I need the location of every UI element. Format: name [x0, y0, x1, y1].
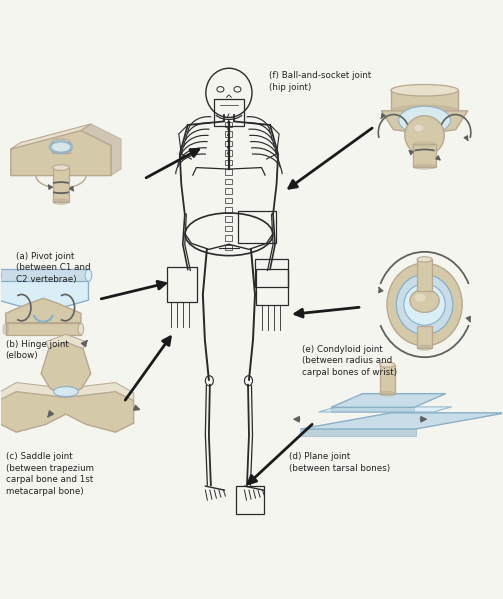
Polygon shape [46, 334, 86, 349]
Bar [225, 160, 232, 165]
Ellipse shape [391, 84, 458, 96]
Ellipse shape [410, 289, 439, 313]
Bar [225, 122, 232, 128]
Bar [225, 150, 232, 156]
Polygon shape [81, 124, 121, 176]
Bar [379, 365, 395, 394]
Polygon shape [331, 394, 446, 407]
Text: (a) Pivot joint
(between C1 and
C2 vertebrae): (a) Pivot joint (between C1 and C2 verte… [16, 252, 91, 284]
Ellipse shape [379, 391, 395, 396]
Polygon shape [0, 392, 134, 432]
Polygon shape [300, 429, 415, 436]
Polygon shape [41, 342, 91, 396]
Ellipse shape [396, 274, 453, 335]
Polygon shape [11, 131, 111, 176]
Text: (b) Hinge joint
(elbow): (b) Hinge joint (elbow) [6, 340, 68, 360]
Bar [225, 198, 232, 203]
Bar [225, 188, 232, 193]
Polygon shape [11, 124, 91, 149]
Bar [225, 141, 232, 146]
Bar [413, 144, 436, 167]
Bar [52, 141, 70, 153]
Bar [225, 245, 232, 250]
Ellipse shape [0, 270, 2, 282]
Bar [391, 90, 458, 111]
Polygon shape [0, 383, 134, 401]
Bar [166, 267, 197, 302]
Bar [417, 259, 432, 291]
Polygon shape [331, 407, 414, 412]
Bar [225, 179, 232, 184]
Bar [225, 169, 232, 175]
Text: (f) Ball-and-socket joint
(hip joint): (f) Ball-and-socket joint (hip joint) [269, 71, 371, 92]
Polygon shape [300, 413, 503, 429]
Polygon shape [318, 407, 452, 412]
Text: (c) Saddle joint
(between trapezium
carpal bone and 1st
metacarpal bone): (c) Saddle joint (between trapezium carp… [6, 452, 94, 496]
Ellipse shape [52, 139, 70, 144]
Polygon shape [381, 111, 468, 134]
Polygon shape [0, 282, 89, 313]
Text: (d) Plane joint
(between tarsal bones): (d) Plane joint (between tarsal bones) [289, 452, 390, 473]
Ellipse shape [53, 386, 78, 397]
Ellipse shape [387, 263, 462, 346]
Bar [256, 270, 288, 304]
Ellipse shape [399, 106, 451, 134]
Bar [225, 216, 232, 222]
Ellipse shape [414, 294, 426, 302]
Ellipse shape [414, 125, 424, 131]
Ellipse shape [404, 284, 445, 325]
Ellipse shape [3, 323, 9, 335]
Ellipse shape [53, 165, 69, 170]
Bar [417, 326, 432, 348]
Ellipse shape [413, 141, 436, 147]
Ellipse shape [85, 270, 92, 282]
Ellipse shape [53, 199, 69, 204]
Bar [53, 168, 69, 202]
Ellipse shape [379, 362, 395, 367]
Bar [0, 270, 89, 282]
Bar [255, 259, 288, 287]
Polygon shape [6, 298, 81, 323]
Bar [225, 131, 232, 137]
Text: (e) Condyloid joint
(between radius and
carpal bones of wrist): (e) Condyloid joint (between radius and … [302, 344, 397, 377]
Bar [236, 486, 264, 514]
Bar [6, 323, 81, 335]
Ellipse shape [417, 257, 432, 262]
Bar [225, 235, 232, 241]
Bar [214, 99, 244, 126]
Bar [225, 207, 232, 213]
Ellipse shape [391, 105, 458, 117]
Circle shape [405, 116, 444, 155]
Bar [238, 211, 276, 243]
Ellipse shape [51, 142, 71, 152]
Ellipse shape [417, 345, 432, 350]
Ellipse shape [413, 164, 436, 170]
Ellipse shape [78, 323, 84, 335]
Bar [225, 226, 232, 231]
